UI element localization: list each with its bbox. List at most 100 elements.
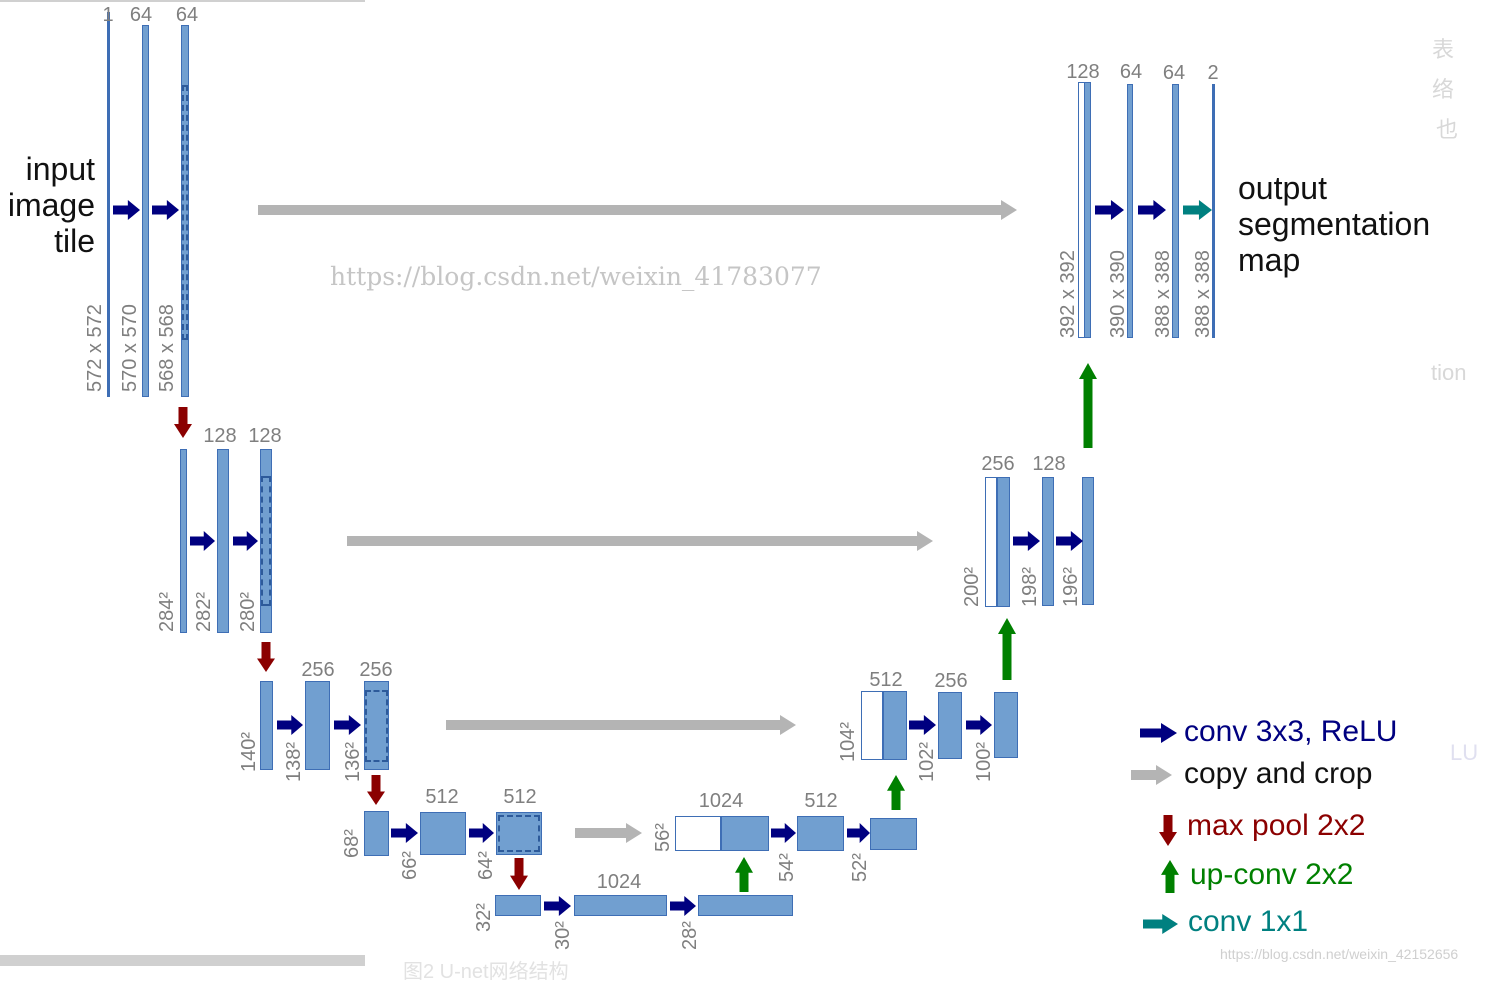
max-pool-arrow-icon [1159, 815, 1177, 846]
conv-arrow-icon [233, 531, 258, 551]
feature-map [142, 25, 149, 397]
feature-map [1084, 82, 1091, 338]
legend-copy-label: copy and crop [1184, 757, 1373, 790]
legend-upconv-label: up-conv 2x2 [1190, 858, 1354, 891]
conv-arrow-icon [190, 531, 215, 551]
feature-map-size-label: 196² [1060, 566, 1082, 607]
channel-count-label: 512 [804, 790, 838, 812]
conv-arrow-icon [334, 715, 361, 735]
copy-crop-arrow-icon [446, 715, 796, 735]
copy-crop-arrow-icon [575, 823, 642, 843]
feature-map [574, 895, 667, 916]
output-label: output segmentation map [1238, 170, 1430, 278]
watermark-small: https://blog.csdn.net/weixin_42152656 [1220, 946, 1459, 962]
feature-map [1082, 477, 1094, 605]
bottom-edge-bar [0, 955, 365, 966]
feature-map-size-label: 572 x 572 [84, 304, 106, 392]
feature-map-size-label: 388 x 388 [1152, 250, 1174, 338]
feature-map-size-label: 102² [916, 741, 938, 782]
channel-count-label: 64 [1119, 61, 1143, 83]
edge-fragment: 也 [1436, 117, 1459, 142]
feature-map [364, 811, 389, 856]
feature-map [495, 895, 541, 916]
conv-arrow-icon [277, 715, 303, 735]
channel-count-label: 1024 [596, 871, 642, 893]
conv-arrow-icon [771, 823, 796, 843]
feature-map-size-label: 136² [342, 741, 364, 782]
channel-count-label: 1 [102, 4, 114, 26]
edge-fragment: LU [1450, 740, 1479, 765]
legend-conv-label: conv 3x3, ReLU [1184, 715, 1398, 748]
top-edge-bar [0, 0, 365, 2]
feature-map [997, 477, 1010, 607]
legend-pool-label: max pool 2x2 [1187, 809, 1366, 842]
figure-caption: 图2 U-net网络结构 [403, 961, 569, 983]
legend-conv1x1-label: conv 1x1 [1188, 905, 1309, 938]
feature-map-size-label: 104² [837, 721, 859, 762]
up-conv-arrow-icon [1079, 363, 1097, 448]
feature-map-size-label: 284² [156, 591, 178, 632]
channel-count-label: 128 [248, 425, 282, 447]
output-label-line: segmentation [1238, 206, 1431, 242]
feature-map-size-label: 30² [552, 921, 574, 950]
channel-count-label: 512 [425, 786, 459, 808]
channel-count-label: 128 [1066, 61, 1100, 83]
feature-map-size-label: 100² [973, 741, 995, 782]
up-conv-arrow-icon [998, 618, 1016, 680]
input-label-line: image [7, 187, 95, 223]
conv-arrow-icon [847, 823, 870, 843]
copied-feature-map [861, 691, 883, 760]
feature-map-size-label: 200² [961, 566, 983, 607]
conv1x1-arrow-icon [1183, 200, 1212, 220]
channel-count-label: 512 [869, 669, 903, 691]
feature-map-size-label: 392 x 392 [1057, 250, 1079, 338]
feature-map-size-label: 52² [849, 853, 871, 882]
max-pool-arrow-icon [257, 642, 275, 672]
feature-map [698, 895, 793, 916]
input-label: input image tile [8, 151, 95, 259]
conv-arrow-icon [152, 200, 179, 220]
up-conv-arrow-icon [887, 775, 905, 810]
channel-count-label: 64 [175, 4, 199, 26]
conv-arrow-icon [1140, 723, 1177, 743]
up-conv-arrow-icon [735, 857, 753, 892]
max-pool-arrow-icon [367, 775, 385, 805]
feature-map [1172, 84, 1179, 338]
feature-map-size-label: 56² [652, 823, 674, 852]
channel-count-label: 512 [503, 786, 537, 808]
feature-map [364, 681, 389, 770]
channel-count-label: 128 [1032, 453, 1066, 475]
feature-map [217, 449, 229, 633]
conv-arrow-icon [909, 715, 936, 735]
crop-region [365, 690, 388, 762]
feature-map [107, 12, 110, 397]
feature-map-size-label: 64² [475, 851, 497, 880]
feature-map-size-label: 388 x 388 [1192, 250, 1214, 338]
feature-map [305, 681, 330, 770]
feature-map-size-label: 138² [283, 741, 305, 782]
feature-map [420, 812, 466, 855]
channel-count-label: 2 [1207, 62, 1219, 84]
edge-fragment: 络 [1432, 77, 1455, 102]
feature-map-size-label: 570 x 570 [119, 304, 141, 392]
conv-arrow-icon [1056, 531, 1083, 551]
edge-fragment: 表 [1432, 37, 1455, 62]
input-label-line: input [25, 151, 95, 187]
feature-map [938, 692, 962, 759]
conv-arrow-icon [1138, 200, 1166, 220]
feature-map-size-label: 198² [1019, 566, 1041, 607]
output-label-line: map [1238, 242, 1301, 278]
conv-arrow-icon [113, 200, 140, 220]
channel-count-label: 256 [301, 659, 335, 681]
feature-map-size-label: 568 x 568 [156, 304, 178, 392]
channel-count-label: 64 [129, 4, 153, 26]
channel-count-label: 256 [934, 670, 968, 692]
conv-arrow-icon [966, 715, 992, 735]
up-conv-arrow-icon [1161, 860, 1179, 893]
conv1x1-arrow-icon [1143, 914, 1178, 934]
crop-region [261, 476, 271, 606]
crop-region [498, 815, 540, 852]
conv-arrow-icon [670, 896, 696, 916]
feature-map [181, 25, 189, 397]
conv-arrow-icon [1095, 200, 1124, 220]
